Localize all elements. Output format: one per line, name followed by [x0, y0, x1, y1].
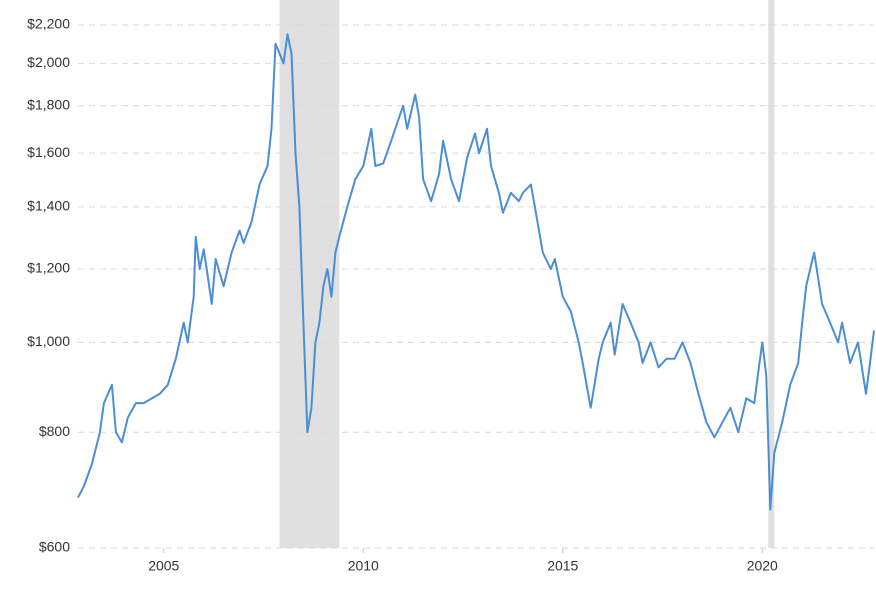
x-tick-label: 2005 [148, 558, 179, 574]
x-tick-label: 2020 [747, 558, 778, 574]
recession-band [279, 0, 340, 548]
y-tick-label: $1,800 [27, 96, 70, 112]
y-tick-label: $2,200 [27, 16, 70, 32]
recession-band [768, 0, 775, 548]
y-tick-label: $600 [39, 539, 70, 555]
x-tick-label: 2010 [348, 558, 379, 574]
price-line [77, 33, 875, 511]
y-tick-label: $800 [39, 423, 70, 439]
y-tick-label: $1,200 [27, 260, 70, 276]
y-tick-label: $2,000 [27, 54, 70, 70]
x-tick-label: 2015 [547, 558, 578, 574]
y-tick-label: $1,400 [27, 198, 70, 214]
y-tick-label: $1,000 [27, 333, 70, 349]
y-tick-label: $1,600 [27, 144, 70, 160]
